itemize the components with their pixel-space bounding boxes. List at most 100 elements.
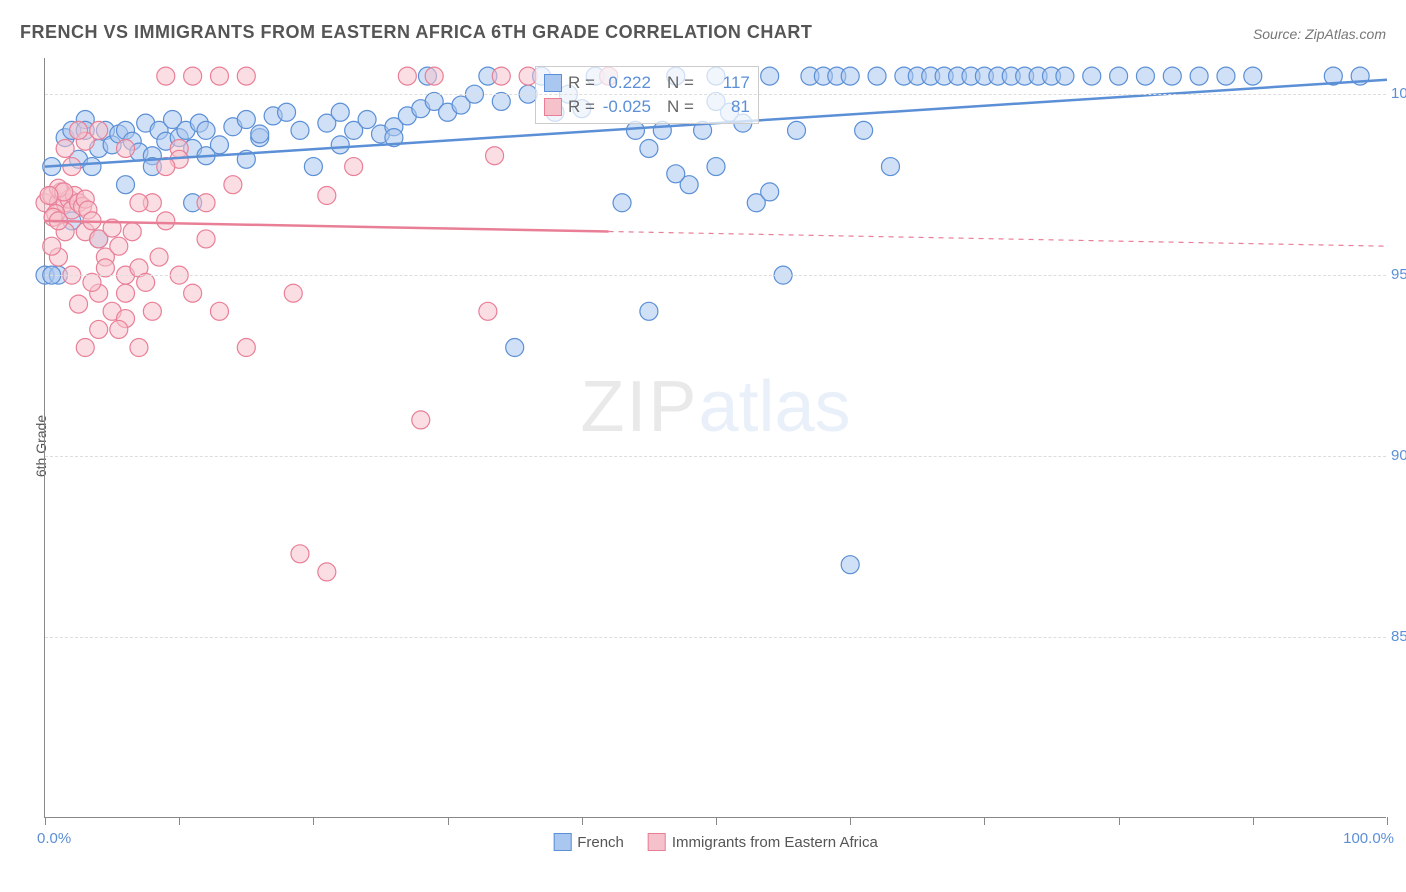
data-point	[1083, 67, 1101, 85]
gridline	[45, 637, 1386, 638]
legend-swatch	[553, 833, 571, 851]
gridline	[45, 275, 1386, 276]
data-point	[881, 158, 899, 176]
gridline	[45, 456, 1386, 457]
legend-n-label: N =	[667, 97, 694, 117]
legend-r-label: R =	[568, 73, 595, 93]
x-tick	[1387, 817, 1388, 825]
legend-swatch	[544, 74, 562, 92]
legend-n-value: 117	[700, 73, 750, 93]
x-tick	[850, 817, 851, 825]
data-point	[486, 147, 504, 165]
data-point	[1163, 67, 1181, 85]
data-point	[110, 320, 128, 338]
data-point	[304, 158, 322, 176]
legend-swatch	[648, 833, 666, 851]
data-point	[56, 139, 74, 157]
data-point	[291, 545, 309, 563]
data-point	[237, 339, 255, 357]
data-point	[291, 121, 309, 139]
data-point	[184, 284, 202, 302]
legend-bottom: French Immigrants from Eastern Africa	[553, 833, 878, 851]
gridline	[45, 94, 1386, 95]
x-tick	[716, 817, 717, 825]
y-tick-label: 85.0%	[1391, 628, 1406, 645]
plot-area: ZIPatlas R =0.222N =117R =-0.025N =81 0.…	[44, 58, 1386, 818]
data-point	[1244, 67, 1262, 85]
data-point	[412, 411, 430, 429]
legend-item: Immigrants from Eastern Africa	[648, 833, 878, 851]
x-axis-max-label: 100.0%	[1343, 830, 1394, 847]
data-point	[197, 121, 215, 139]
data-point	[157, 67, 175, 85]
data-point	[1110, 67, 1128, 85]
regression-line-extrapolated	[609, 231, 1387, 246]
x-tick	[984, 817, 985, 825]
data-point	[70, 121, 88, 139]
data-point	[788, 121, 806, 139]
y-tick-label: 90.0%	[1391, 447, 1406, 464]
x-tick	[179, 817, 180, 825]
data-point	[761, 183, 779, 201]
x-tick	[45, 817, 46, 825]
data-point	[123, 223, 141, 241]
data-point	[640, 139, 658, 157]
data-point	[76, 339, 94, 357]
data-point	[157, 212, 175, 230]
x-tick	[313, 817, 314, 825]
data-point	[398, 67, 416, 85]
data-point	[841, 67, 859, 85]
data-point	[626, 121, 644, 139]
data-point	[210, 302, 228, 320]
chart-title: FRENCH VS IMMIGRANTS FROM EASTERN AFRICA…	[20, 22, 812, 43]
data-point	[224, 176, 242, 194]
x-tick	[1253, 817, 1254, 825]
data-point	[841, 556, 859, 574]
data-point	[251, 125, 269, 143]
data-point	[506, 339, 524, 357]
data-point	[1056, 67, 1074, 85]
data-point	[1190, 67, 1208, 85]
data-point	[479, 302, 497, 320]
data-point	[117, 176, 135, 194]
data-point	[707, 158, 725, 176]
x-tick	[582, 817, 583, 825]
data-point	[278, 103, 296, 121]
y-tick-label: 100.0%	[1391, 85, 1406, 102]
data-point	[640, 302, 658, 320]
data-point	[667, 165, 685, 183]
legend-r-value: -0.025	[601, 97, 651, 117]
data-point	[90, 320, 108, 338]
data-point	[40, 187, 58, 205]
data-point	[761, 67, 779, 85]
data-point	[318, 187, 336, 205]
data-point	[130, 194, 148, 212]
legend-stats-row: R = 0.222 N = 117	[544, 71, 750, 95]
data-point	[210, 67, 228, 85]
data-point	[197, 230, 215, 248]
data-point	[110, 237, 128, 255]
legend-n-label: N =	[667, 73, 694, 93]
data-point	[117, 139, 135, 157]
x-tick	[1119, 817, 1120, 825]
data-point	[1136, 67, 1154, 85]
data-point	[117, 284, 135, 302]
data-point	[237, 67, 255, 85]
data-point	[197, 194, 215, 212]
data-point	[184, 67, 202, 85]
data-point	[90, 121, 108, 139]
data-point	[130, 339, 148, 357]
data-point	[70, 295, 88, 313]
data-point	[237, 111, 255, 129]
data-point	[150, 248, 168, 266]
data-point	[492, 67, 510, 85]
x-axis-min-label: 0.0%	[37, 830, 71, 847]
data-point	[143, 302, 161, 320]
data-point	[855, 121, 873, 139]
data-point	[83, 158, 101, 176]
data-point	[425, 67, 443, 85]
legend-label: French	[577, 834, 624, 851]
data-point	[1217, 67, 1235, 85]
legend-r-value: 0.222	[601, 73, 651, 93]
data-point	[318, 563, 336, 581]
